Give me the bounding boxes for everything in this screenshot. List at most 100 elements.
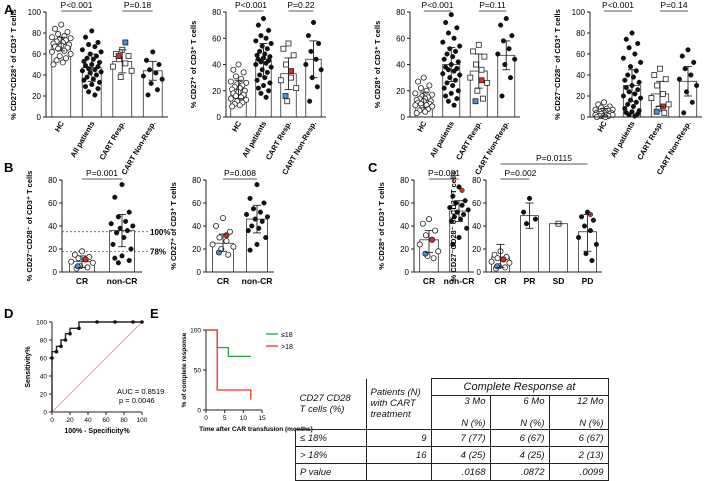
chart-c1-point <box>416 241 423 248</box>
chart-b2-point <box>252 216 258 222</box>
chart-a3-point <box>444 51 450 57</box>
chart-a3-pvalue: P<0.001 <box>422 0 454 10</box>
chart-b2-point <box>250 206 257 212</box>
chart-b1-pvalue: P=0.001 <box>86 168 118 178</box>
chart-a2-point <box>263 35 269 41</box>
header-patients-line3: treatment <box>370 409 411 421</box>
chart-b1-point <box>124 228 130 234</box>
chart-a3-point <box>417 85 424 92</box>
chart-a4-point <box>623 36 629 42</box>
chart-a2-category-label: HC <box>230 119 244 133</box>
chart-a4-point <box>632 51 638 57</box>
table-header-row-1: CD27 CD28 T cells (%) Patients (N) with … <box>295 378 609 430</box>
chart-a4-point <box>629 30 635 36</box>
chart-a4-point <box>626 45 632 51</box>
chart-b1-point <box>75 255 82 262</box>
chart-c1-point <box>448 218 454 224</box>
chart-b2-point <box>209 241 216 248</box>
chart-a4-ytick-label: 80 <box>576 29 585 38</box>
chart-a2-ylabel: % CD27⁺ of CD3⁺ T cells <box>189 21 198 109</box>
chart-e-ytick-label: 50 <box>194 368 202 375</box>
chart-e-xtick-label: 10 <box>240 415 248 422</box>
chart-e-legend-label: >18 <box>281 344 293 351</box>
chart-c1-point <box>432 227 439 234</box>
chart-d-roc-point <box>50 356 54 360</box>
chart-a1-point <box>86 66 92 72</box>
chart-a3-point <box>423 87 430 94</box>
chart-a3-category-label: CART Resp. <box>454 120 483 162</box>
header-12mo-unit: N (%) <box>579 418 604 429</box>
chart-c2-point <box>583 251 589 257</box>
chart-e-xtick-label: 5 <box>223 415 227 422</box>
chart-b2-point <box>254 182 260 188</box>
chart-a4-point <box>625 72 631 78</box>
chart-b2-ytick-label: 40 <box>192 222 201 231</box>
chart-c1-point <box>419 220 426 227</box>
chart-c1-ytick-label: 60 <box>400 199 409 208</box>
chart-a1-point <box>84 55 90 61</box>
header-3mo: 3 Mo N (%) <box>430 395 491 430</box>
chart-a4-point <box>620 93 626 99</box>
chart-a1-point <box>143 57 150 63</box>
panel-label-c: C <box>368 160 378 175</box>
row-n: 16 <box>365 446 432 464</box>
chart-b1-ytick-label: 20 <box>48 245 57 254</box>
chart-a1-point <box>56 53 63 60</box>
header-12mo-label: 12 Mo <box>577 396 604 407</box>
chart-d-reference-line <box>51 321 143 413</box>
table-row: > 18% 16 4 (25) 4 (25) 2 (13) <box>295 446 609 464</box>
chart-c1-point <box>450 241 456 247</box>
chart-a4-highlight-point <box>653 108 660 115</box>
chart-a4-point <box>691 59 697 65</box>
chart-c2-point <box>589 257 595 264</box>
chart-d-xtick-label: 60 <box>102 417 110 424</box>
chart-b2-point <box>249 223 255 229</box>
chart-a4-point <box>638 59 644 65</box>
chart-a4-point <box>636 79 642 85</box>
chart-b2-category-label: non-CR <box>242 276 273 286</box>
chart-c2-highlight-point <box>494 263 501 270</box>
chart-c1-ytick-label: 20 <box>400 245 409 254</box>
chart-d-auc: AUC = 0.8519 <box>117 387 164 396</box>
chart-a3-point <box>467 74 474 81</box>
chart-c2-point <box>576 234 582 241</box>
panel-label-b: B <box>4 160 13 175</box>
chart-a4-point <box>635 40 641 47</box>
chart-a3-ytick-label: 0 <box>401 113 406 122</box>
chart-a1-ylabel: % CD27⁺CD28⁺ of CD3⁺ T cells <box>9 9 18 120</box>
chart-b1-highlight-point <box>82 256 89 263</box>
chart-a3-point <box>478 66 485 73</box>
chart-c2-point <box>526 195 533 201</box>
chart-d-roc-point <box>63 338 68 342</box>
chart-b2-ytick-label: 60 <box>192 199 201 208</box>
header-cd27cd28: CD27 CD28 T cells (%) <box>295 378 367 430</box>
chart-a3-point <box>443 93 449 99</box>
chart-a1-point <box>79 47 85 53</box>
chart-e-ylabel: % of complete response <box>181 332 188 407</box>
chart-b2-highlight-point <box>215 249 222 256</box>
chart-a2-point <box>230 66 237 73</box>
chart-c2-category-label: SD <box>553 276 565 286</box>
row-6mo: 4 (25) <box>489 446 550 464</box>
chart-b1-point <box>114 230 120 236</box>
chart-a3-point <box>441 56 447 62</box>
chart-a1-point <box>92 67 98 73</box>
chart-a4-point <box>601 99 608 106</box>
chart-a2-category-label: All patients <box>240 120 268 160</box>
chart-c1-category-label: CR <box>423 276 435 286</box>
chart-c2-pvalue: P=0.002 <box>505 168 537 178</box>
chart-a3-point <box>413 110 420 117</box>
chart-a2-highlight-point <box>288 68 294 74</box>
header-patients-line2: with CART <box>370 398 416 410</box>
chart-a1-point <box>159 76 165 82</box>
chart-a1-category-label: CART Non-Resp. <box>119 120 157 177</box>
chart-a3-ytick-label: 80 <box>396 8 405 17</box>
chart-b2-point <box>213 222 220 229</box>
chart-c2-point <box>506 259 513 266</box>
chart-a3-point <box>412 102 419 109</box>
chart-a3-point <box>441 85 447 91</box>
chart-a1-point <box>93 53 99 59</box>
chart-b1-point <box>117 225 123 231</box>
chart-a1-point <box>58 21 65 28</box>
chart-a1-highlight-point <box>115 53 122 59</box>
